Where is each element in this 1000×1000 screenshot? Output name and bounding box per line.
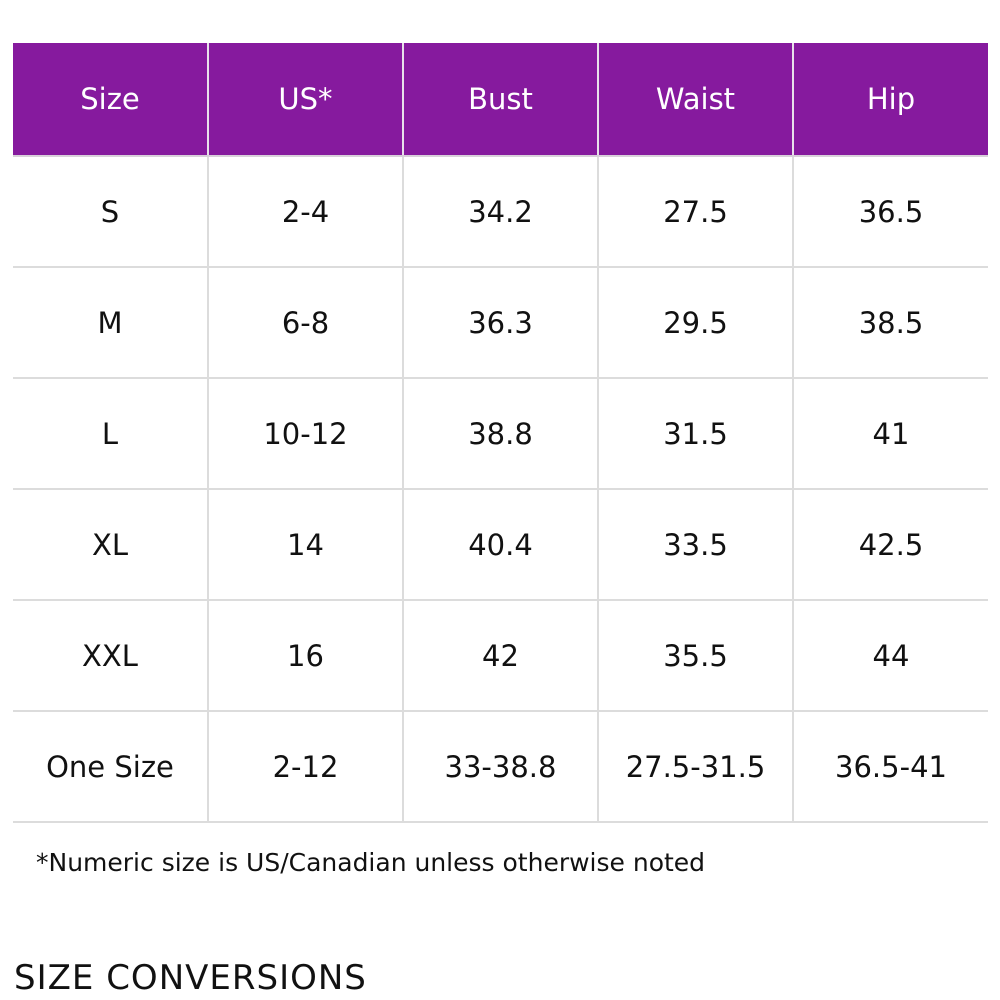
cell-size: XL	[13, 489, 208, 601]
header-us: US*	[207, 43, 403, 157]
cell-bust: 33-38.8	[402, 711, 598, 823]
table-row: One Size 2-12 33-38.8 27.5-31.5 36.5-41	[13, 711, 988, 823]
cell-hip: 41	[792, 378, 988, 490]
section-heading-size-conversions: SIZE CONVERSIONS	[14, 958, 367, 998]
cell-us: 2-4	[207, 156, 403, 268]
cell-hip: 36.5-41	[792, 711, 988, 823]
header-row: Size US* Bust Waist Hip	[13, 43, 988, 157]
cell-size: XXL	[13, 600, 208, 712]
cell-us: 6-8	[207, 267, 403, 379]
cell-waist: 27.5-31.5	[597, 711, 793, 823]
table-row: L 10-12 38.8 31.5 41	[13, 378, 988, 490]
cell-us: 14	[207, 489, 403, 601]
header-bust: Bust	[402, 43, 598, 157]
cell-size: L	[13, 378, 208, 490]
table-row: M 6-8 36.3 29.5 38.5	[13, 267, 988, 379]
cell-hip: 38.5	[792, 267, 988, 379]
cell-us: 10-12	[207, 378, 403, 490]
header-waist: Waist	[597, 43, 793, 157]
cell-bust: 36.3	[402, 267, 598, 379]
cell-size: M	[13, 267, 208, 379]
cell-size: One Size	[13, 711, 208, 823]
header-hip: Hip	[792, 43, 988, 157]
table-body: S 2-4 34.2 27.5 36.5 M 6-8 36.3 29.5 38.…	[13, 156, 988, 823]
table-header: Size US* Bust Waist Hip	[13, 43, 988, 157]
cell-bust: 40.4	[402, 489, 598, 601]
cell-waist: 35.5	[597, 600, 793, 712]
cell-waist: 29.5	[597, 267, 793, 379]
cell-waist: 31.5	[597, 378, 793, 490]
footnote: *Numeric size is US/Canadian unless othe…	[36, 848, 706, 877]
header-size: Size	[13, 43, 208, 157]
cell-waist: 33.5	[597, 489, 793, 601]
cell-hip: 44	[792, 600, 988, 712]
cell-hip: 42.5	[792, 489, 988, 601]
cell-bust: 34.2	[402, 156, 598, 268]
cell-waist: 27.5	[597, 156, 793, 268]
table-row: XL 14 40.4 33.5 42.5	[13, 489, 988, 601]
cell-bust: 42	[402, 600, 598, 712]
size-chart-table: Size US* Bust Waist Hip S 2-4 34.2 27.5 …	[13, 43, 988, 823]
cell-bust: 38.8	[402, 378, 598, 490]
cell-us: 2-12	[207, 711, 403, 823]
cell-us: 16	[207, 600, 403, 712]
cell-size: S	[13, 156, 208, 268]
table-row: S 2-4 34.2 27.5 36.5	[13, 156, 988, 268]
table-row: XXL 16 42 35.5 44	[13, 600, 988, 712]
cell-hip: 36.5	[792, 156, 988, 268]
